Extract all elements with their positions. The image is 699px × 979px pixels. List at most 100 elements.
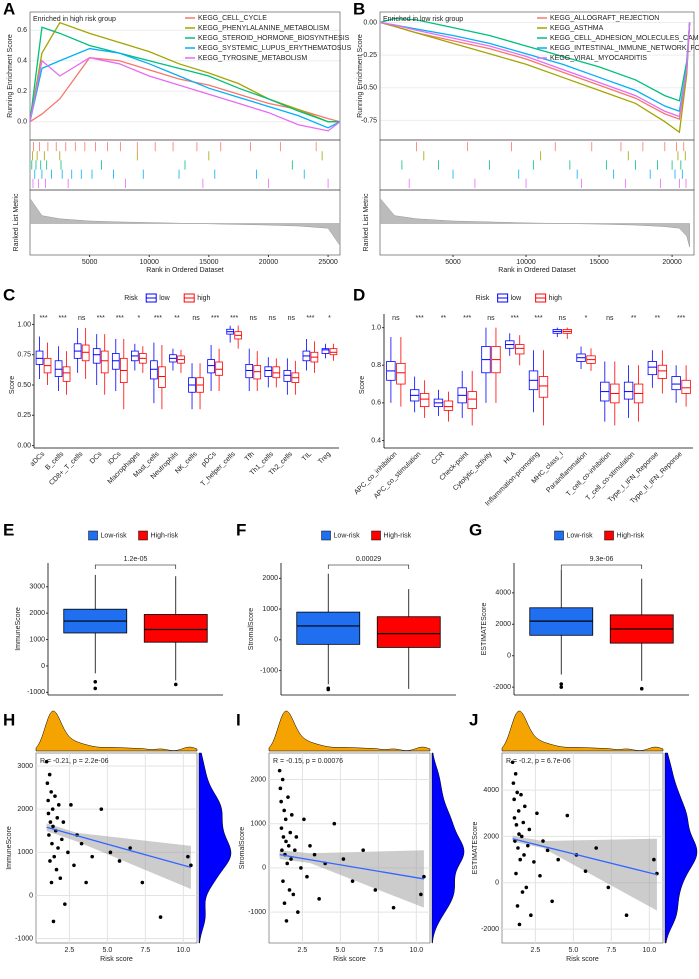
x-tick-label: 2.5 [531,947,541,954]
y-tick-label: 2000 [483,833,499,840]
point [279,826,284,830]
box [647,361,658,376]
point [305,874,309,879]
box [62,366,71,382]
y-tick-label: 2000 [495,621,511,628]
panel-letter: D [353,285,365,304]
point [299,866,303,870]
y-tick-label: 1000 [262,606,278,613]
point [294,835,299,839]
point [512,797,516,802]
x-tick-label: CD8+_T_cells [48,450,85,487]
annotation: ns [392,315,400,322]
point [522,804,527,809]
point [556,857,560,862]
outlier [559,682,564,686]
point [391,905,396,910]
es-line [29,57,341,123]
x-tick-label: 10000 [139,259,159,266]
legend-label: KEGG_TYROSINE_METABOLISM [198,55,307,62]
point [515,904,520,908]
y-axis-label: ESTIMATEScore [481,603,488,656]
point [99,807,104,811]
point [47,772,52,777]
point [518,857,523,862]
y-tick-label: -0.50 [361,85,377,92]
point [522,853,526,857]
point [550,899,554,904]
panel-letter: I [236,710,241,729]
box [158,366,166,388]
point [529,913,533,917]
point [117,859,122,863]
point [538,874,542,878]
y-tick-label: 1000 [17,849,33,856]
point [69,803,73,807]
x-tick-label: 7.5 [373,947,383,954]
point [302,817,306,822]
x-tick-label: Treg [317,451,332,466]
annotation: *** [39,315,47,322]
legend-label: KEGG_PHENYLALANINE_METABOLISM [198,25,330,32]
chart-title: Enriched in low risk group [383,16,463,23]
legend-swatch [321,530,331,541]
point [291,892,296,897]
point [512,816,517,820]
point [513,772,518,776]
box [296,611,361,645]
point [46,798,50,803]
box [467,391,477,409]
fit-line [279,853,425,880]
x-tick-label: 5000 [445,259,461,266]
legend-label: Low-risk [101,532,128,539]
point [128,846,132,850]
point [527,827,532,832]
y-tick-label: 1000 [29,636,45,643]
es-line [379,17,691,102]
point [63,902,67,906]
point [422,874,426,879]
legend-label: low [511,295,522,302]
fit-line [512,838,658,876]
point [535,811,539,816]
point [284,919,289,923]
legend-title: Risk [476,295,490,302]
x-tick-label: APC_co_stimulation [373,451,423,501]
y-axis-label: ESTIMATEScore [472,822,479,875]
y-tick-label: -0.75 [361,117,377,124]
ranked-metric [379,197,690,248]
box [681,379,691,394]
point [287,888,292,892]
density-top [268,710,431,752]
box [54,360,63,377]
es-line [379,21,691,118]
x-tick-label: 10.0 [410,947,424,954]
point [350,879,355,883]
p-value: 9.3e-06 [590,556,614,563]
annotation: * [137,315,140,322]
y-tick-label: -1000 [248,909,266,916]
y-tick-label: 2000 [29,610,45,617]
point [541,839,545,843]
point [341,857,346,861]
y-axis-label: StromalScore [239,827,246,870]
y-tick-label: 0 [507,653,511,660]
annotation: ns [78,315,86,322]
annotation: *** [154,315,162,322]
box [321,348,330,354]
point [48,859,52,863]
x-tick-label: iDCs [107,450,123,466]
point [158,915,163,919]
density-right [198,752,232,944]
y-tick-label: -2000 [493,684,511,691]
x-axis-label: Rank in Ordered Dataset [146,267,223,274]
point [79,841,84,846]
point [511,781,516,785]
x-tick-label: CCR [430,451,446,467]
ranked-metric [29,197,341,247]
panel-letter: J [469,710,478,729]
annotation: ns [250,315,258,322]
es-line [379,21,691,113]
p-value: 0.00029 [356,556,381,563]
y-axis-label: Score [9,376,16,394]
